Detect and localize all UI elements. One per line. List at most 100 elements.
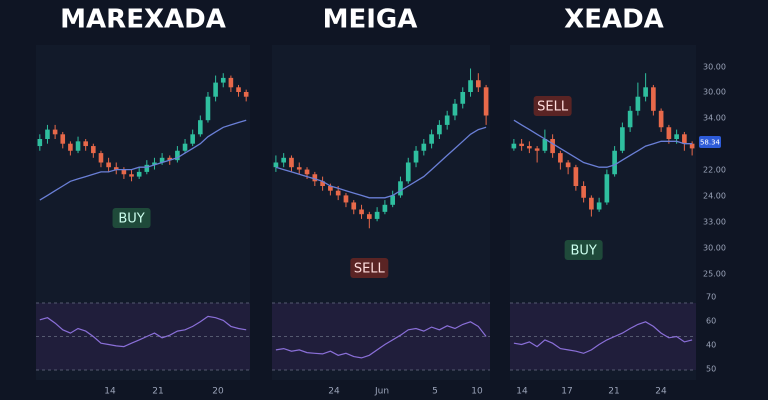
y-axis-label: 30.00: [703, 244, 726, 253]
candle-body: [228, 77, 234, 88]
candle-body: [60, 134, 66, 144]
candle-body: [304, 169, 310, 175]
candle-body: [589, 197, 594, 210]
chart-title: MEIGA: [323, 5, 418, 35]
x-tick-label: 5: [432, 387, 438, 397]
candle-body: [296, 167, 302, 170]
price-tag-label: 58.34: [700, 139, 721, 147]
candle-body: [475, 80, 481, 88]
candle-body: [437, 124, 442, 135]
moving-average: [275, 126, 487, 199]
candle-body: [236, 87, 241, 92]
signal-label: SELL: [354, 262, 386, 277]
candle-body: [190, 134, 195, 144]
candle-body: [129, 174, 134, 177]
signal-badge: [350, 258, 389, 278]
candle-body: [542, 139, 548, 151]
candle-body: [366, 214, 372, 219]
x-tick-label: 14: [104, 387, 116, 397]
rsi-line: [39, 315, 247, 348]
candle-body: [343, 195, 349, 203]
candle-body: [643, 87, 648, 97]
candle-body: [674, 134, 679, 139]
candle-body: [460, 92, 466, 104]
candle-body: [175, 150, 180, 161]
candle-body: [374, 211, 380, 219]
candle-body: [281, 157, 287, 163]
candle-body: [468, 80, 473, 92]
candle-body: [398, 181, 403, 196]
candle-body: [689, 143, 695, 149]
rsi-line: [275, 321, 487, 359]
rsi-axis-label: 40: [706, 341, 716, 350]
price-tag: [699, 136, 721, 148]
x-tick-label: 21: [608, 387, 619, 397]
candle-body: [405, 162, 411, 182]
candle-body: [37, 139, 43, 147]
x-tick-label: 24: [655, 387, 667, 397]
rsi-band: [36, 303, 250, 370]
candle-body: [52, 129, 58, 135]
candle-body: [558, 153, 563, 163]
candle-body: [113, 167, 119, 170]
candle-body: [182, 143, 188, 151]
candle-body: [144, 164, 150, 172]
x-tick-label: 24: [328, 387, 340, 397]
candle-body: [159, 157, 165, 163]
candle-body: [682, 134, 687, 144]
candle-body: [452, 103, 458, 116]
candle-body: [519, 143, 524, 147]
candle-body: [136, 171, 142, 177]
candle-body: [511, 143, 517, 149]
x-tick-label: 10: [471, 387, 483, 397]
candle-body: [635, 96, 641, 111]
x-tick-label: 14: [516, 387, 528, 397]
signal-label: BUY: [570, 244, 596, 259]
candle-body: [328, 186, 333, 191]
candle-body: [534, 148, 540, 151]
candle-body: [98, 153, 104, 163]
candle-body: [167, 157, 173, 161]
moving-average: [513, 119, 693, 168]
candle-body: [581, 186, 586, 198]
candle-body: [213, 82, 218, 97]
y-axis-label: 33.00: [703, 218, 726, 227]
candle-body: [198, 120, 203, 135]
y-axis-label: 25.00: [703, 270, 726, 279]
candle-body: [444, 115, 450, 125]
candle-body: [152, 162, 157, 165]
candle-body: [565, 162, 571, 168]
candle-body: [205, 96, 211, 121]
x-tick-label: 20: [212, 387, 224, 397]
candle-body: [243, 92, 249, 97]
candle-body: [658, 110, 664, 128]
rsi-axis-label: 70: [706, 293, 716, 302]
candle-body: [75, 141, 81, 151]
candle-body: [220, 77, 226, 83]
y-axis-label: 24.00: [703, 192, 726, 201]
y-axis-label: 22.00: [703, 166, 726, 175]
candle-body: [382, 204, 388, 212]
panel: [272, 45, 490, 380]
moving-average: [39, 119, 247, 201]
candle-body: [627, 110, 633, 128]
candle-body: [91, 146, 96, 154]
candle-body: [320, 181, 325, 186]
candle-body: [289, 157, 294, 168]
chart-title: MAREXADA: [60, 5, 226, 35]
candle-body: [651, 87, 656, 111]
candle-body: [421, 143, 427, 151]
candle-body: [121, 169, 127, 175]
candle-body: [596, 202, 602, 210]
candle-body: [573, 167, 579, 186]
candle-body: [483, 87, 489, 116]
candle-body: [45, 129, 50, 139]
candle-body: [335, 190, 341, 196]
candle-body: [83, 141, 88, 147]
rsi-line: [513, 321, 693, 354]
candle-body: [413, 150, 419, 163]
candle-body: [604, 174, 610, 203]
candle-body: [666, 127, 672, 139]
candle-body: [429, 134, 434, 144]
